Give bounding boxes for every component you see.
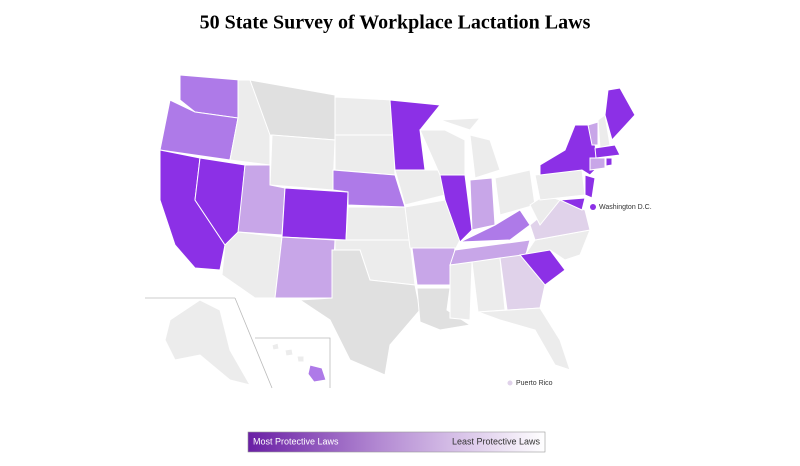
state-shape: [604, 87, 636, 141]
state-shape: [281, 187, 349, 241]
dc-marker: [590, 204, 596, 210]
state-shape: [404, 199, 461, 251]
state-shape: [494, 169, 536, 216]
state-shape: [419, 129, 466, 176]
state-shape: [284, 348, 294, 357]
pr-marker: [507, 380, 513, 386]
state-shape: [298, 249, 421, 376]
map-title: 50 State Survey of Workplace Lactation L…: [200, 12, 591, 34]
state-shape: [411, 247, 456, 286]
state-shape: [332, 169, 406, 208]
state-shape: [469, 177, 496, 231]
state-shape: [584, 174, 596, 199]
state-shape: [221, 231, 283, 299]
state-shape: [587, 121, 599, 146]
state-shape: [459, 209, 531, 243]
state-shape: [594, 144, 621, 159]
state-shape: [589, 157, 606, 171]
state-shape: [605, 157, 613, 167]
inset-frame: [255, 337, 331, 388]
state-shape: [274, 236, 336, 299]
state-shape: [499, 254, 546, 311]
state-shape: [597, 114, 611, 149]
state-shape: [307, 364, 327, 383]
state-shape: [389, 99, 441, 171]
state-shape: [477, 307, 571, 371]
state-shape: [269, 134, 336, 191]
legend-bar: [247, 431, 546, 453]
states: [159, 74, 636, 386]
inset-frame: [234, 297, 273, 389]
state-shape: [449, 261, 473, 321]
state-shape: [271, 342, 280, 351]
state-shape: [164, 299, 252, 386]
state-shape: [345, 206, 411, 241]
state-shape: [469, 134, 501, 179]
legend-low-label: Least Protective Laws: [452, 436, 541, 446]
state-shape: [439, 174, 473, 243]
pr-label: Puerto Rico: [516, 380, 553, 387]
state-shape: [334, 96, 394, 136]
state-shape: [519, 249, 566, 286]
dc-label: Washington D.C.: [599, 204, 652, 211]
state-shape: [296, 355, 305, 363]
state-shape: [439, 117, 482, 131]
state-shape: [558, 197, 586, 211]
state-shape: [334, 134, 396, 176]
legend-high-label: Most Protective Laws: [253, 436, 339, 446]
state-shape: [471, 257, 506, 313]
